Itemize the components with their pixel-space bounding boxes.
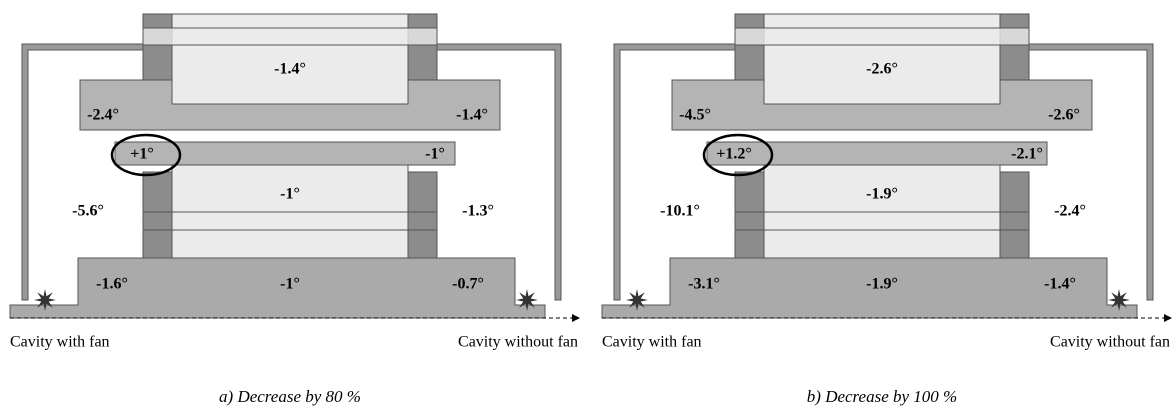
temperature-label: -1° [425,146,445,163]
temperature-label: -1° [280,186,300,203]
shaft [142,27,438,46]
temperature-label: +1.2° [716,146,752,163]
shaft [734,27,1030,46]
fan-star [626,289,648,311]
lower-end [734,171,765,261]
fan-star [516,289,538,311]
right-label: Cavity without fan [1050,334,1170,351]
arrow [572,314,580,322]
panel: -1.4° -2.4° -1.4° +1° -1° -1° -5.6° -1.3° -1.6° -… [9,13,580,406]
temperature-label: +1° [130,146,154,163]
bar [114,141,456,166]
lower-end [999,171,1030,261]
stator [79,79,501,131]
fan-star [34,289,56,311]
temperature-label: -4.5° [679,107,711,124]
temperature-label: -1.4° [1044,276,1076,293]
temperature-label: -5.6° [72,203,104,220]
temperature-label: -2.6° [1048,107,1080,124]
temperature-label: -2.1° [1011,146,1043,163]
temperature-label: -0.7° [452,276,484,293]
lower-end [407,171,438,261]
temperature-label: -1.4° [456,107,488,124]
highlight-circle [110,133,182,177]
temperature-label: -1° [280,276,300,293]
highlight-circle [702,133,774,177]
temperature-label: -2.6° [866,61,898,78]
right-label: Cavity without fan [458,334,578,351]
temperature-label: -1.4° [274,61,306,78]
temperature-label: -1.3° [462,203,494,220]
temperature-label: -2.4° [87,107,119,124]
temperature-label: -1.6° [96,276,128,293]
temperature-label: -10.1° [660,203,700,220]
temperature-label: -1.9° [866,186,898,203]
panel: -2.6° -4.5° -2.6° +1.2° -2.1° -1.9° -10.1° -2.4… [601,13,1172,406]
left-label: Cavity with fan [10,334,110,351]
arrow [1164,314,1172,322]
temperature-label: -3.1° [688,276,720,293]
temperature-label: -1.9° [866,276,898,293]
bar [706,141,1048,166]
left-label: Cavity with fan [602,334,702,351]
temperature-label: -2.4° [1054,203,1086,220]
lower-end [142,171,173,261]
caption: b) Decrease by 100 % [807,387,957,406]
fan-star [1108,289,1130,311]
stator [671,79,1093,131]
caption: a) Decrease by 80 % [219,387,361,406]
